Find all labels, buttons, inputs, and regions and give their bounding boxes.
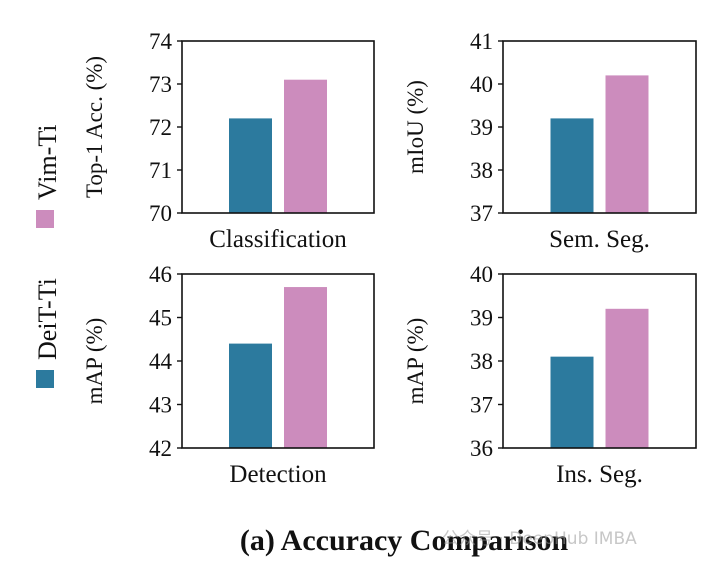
bar-detection-deit-ti [229,343,272,448]
chart-panel-ins-seg: 36 37 38 39 40 mAP (%) Ins. Seg. [403,262,697,488]
chart-panel-sem-seg: 37 38 39 40 41 mIoU (%) Sem. Seg. [403,29,697,253]
y-tick-label-sem-seg: 38 [470,158,493,183]
plot-frame-ins-seg [502,273,697,449]
chart-panel-detection: 42 43 44 45 46 mAP (%) Detection [82,262,375,488]
y-tick-label-ins-seg: 37 [470,393,493,418]
bar-ins-seg-deit-ti [550,356,594,448]
y-axis-label-sem-seg: mIoU (%) [403,80,428,174]
watermark: 公众号 · DeepHub IMBA [442,529,637,549]
bar-sem-seg-vim-ti [605,75,649,214]
y-tick-label-detection: 44 [149,349,173,374]
y-axis-label-detection: mAP (%) [82,318,107,405]
figure-caption: (a) Accuracy Comparison [240,524,569,557]
y-tick-label-classification: 73 [149,72,172,97]
legend-swatch-vim-ti [36,210,54,228]
y-tick-label-sem-seg: 41 [470,29,493,54]
y-tick-label-ins-seg: 39 [470,306,493,331]
bar-classification-vim-ti [284,79,327,213]
bar-classification-deit-ti [229,118,272,213]
x-axis-label-sem-seg: Sem. Seg. [549,226,650,253]
y-tick-label-classification: 71 [149,158,172,183]
legend-label-vim-ti: Vim-Ti [33,124,62,200]
legend: DeiT-Ti Vim-Ti [33,124,62,388]
chart-panel-classification: 70 71 72 73 74 Top-1 Acc. (%) Classification [82,29,375,253]
y-tick-label-detection: 46 [149,262,172,287]
y-tick-label-ins-seg: 40 [470,262,493,287]
x-axis-label-ins-seg: Ins. Seg. [556,461,643,488]
y-axis-label-ins-seg: mAP (%) [403,318,428,405]
plot-frame-sem-seg [502,40,697,214]
y-axis-label-classification: Top-1 Acc. (%) [82,56,107,198]
y-tick-label-sem-seg: 39 [470,115,493,140]
bar-ins-seg-vim-ti [605,308,649,448]
y-tick-label-detection: 43 [149,393,172,418]
plot-frame-classification [181,40,375,214]
y-tick-label-detection: 45 [149,306,172,331]
x-axis-label-classification: Classification [209,226,347,253]
plot-frame-detection [181,273,375,449]
y-tick-label-ins-seg: 38 [470,349,493,374]
legend-label-deit-ti: DeiT-Ti [33,278,62,360]
legend-swatch-deit-ti [36,370,54,388]
y-tick-label-sem-seg: 40 [470,72,493,97]
y-tick-label-classification: 74 [149,29,173,54]
y-tick-label-classification: 70 [149,201,172,226]
y-tick-label-detection: 42 [149,436,172,461]
chart-panels: 70 71 72 73 74 Top-1 Acc. (%) Classification 37… [82,29,697,488]
x-axis-label-detection: Detection [229,461,327,488]
y-tick-label-ins-seg: 36 [470,436,493,461]
bar-detection-vim-ti [284,287,327,448]
y-tick-label-sem-seg: 37 [470,201,493,226]
bar-sem-seg-deit-ti [550,118,594,213]
y-tick-label-classification: 72 [149,115,172,140]
